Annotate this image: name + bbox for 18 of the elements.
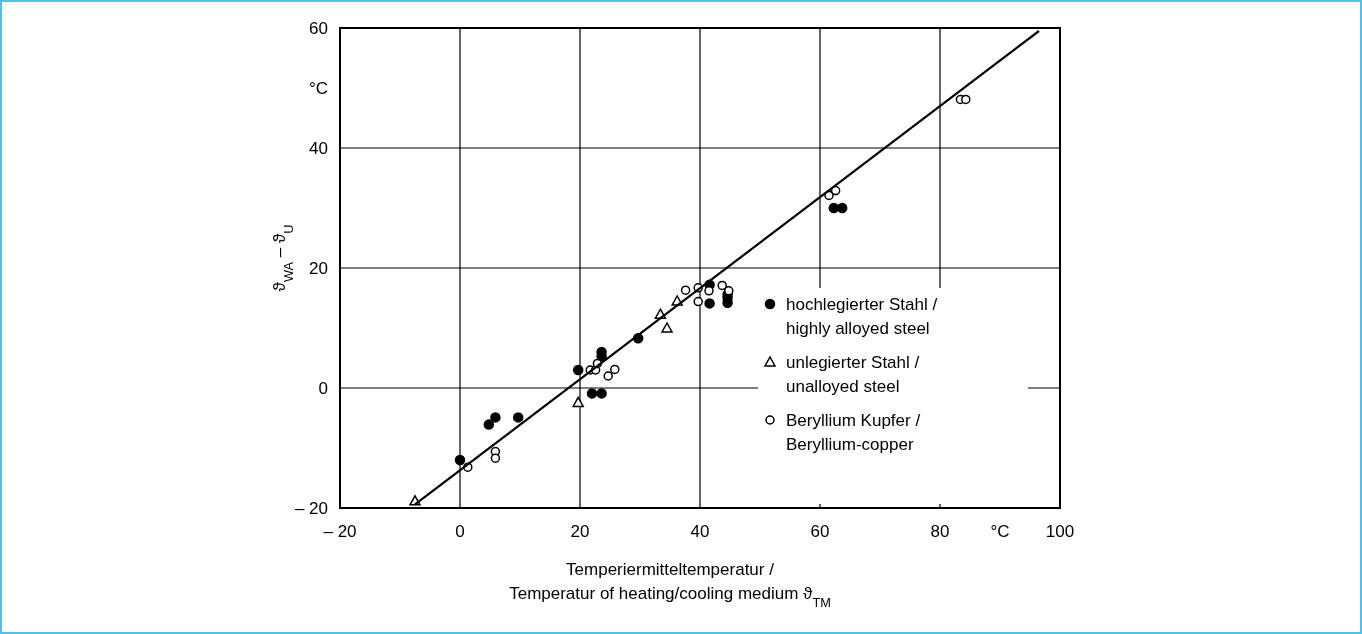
legend-label: Beryllium Kupfer / Beryllium-copper (786, 411, 921, 454)
y-tick-label: 40 (309, 139, 328, 158)
x-tick-label: 40 (690, 522, 710, 541)
x-axis-title: Temperiermitteltemperatur / Temperatur of heating/cooling medium ϑ$_{TM}$ (509, 560, 831, 610)
y-tick-label: – 20 (294, 499, 328, 518)
x-tick-label: 80 (930, 522, 950, 541)
legend-label: hochlegierter Stahl / highly alloyed steel (786, 295, 938, 338)
x-tick-label: 100 (1045, 522, 1075, 541)
y-tick-label: °C (308, 79, 328, 98)
x-tick-label: 20 (570, 522, 590, 541)
y-tick-label: 0 (318, 379, 328, 398)
y-tick-label: 60 (309, 19, 328, 38)
x-tick-label: 0 (455, 522, 465, 541)
y-tick-label: 20 (309, 259, 328, 278)
x-tick-label: °C (990, 522, 1010, 541)
x-tick-label: 60 (810, 522, 830, 541)
legend-label: unlegierter Stahl / unalloyed steel (786, 353, 920, 396)
x-tick-label: – 20 (323, 522, 357, 541)
